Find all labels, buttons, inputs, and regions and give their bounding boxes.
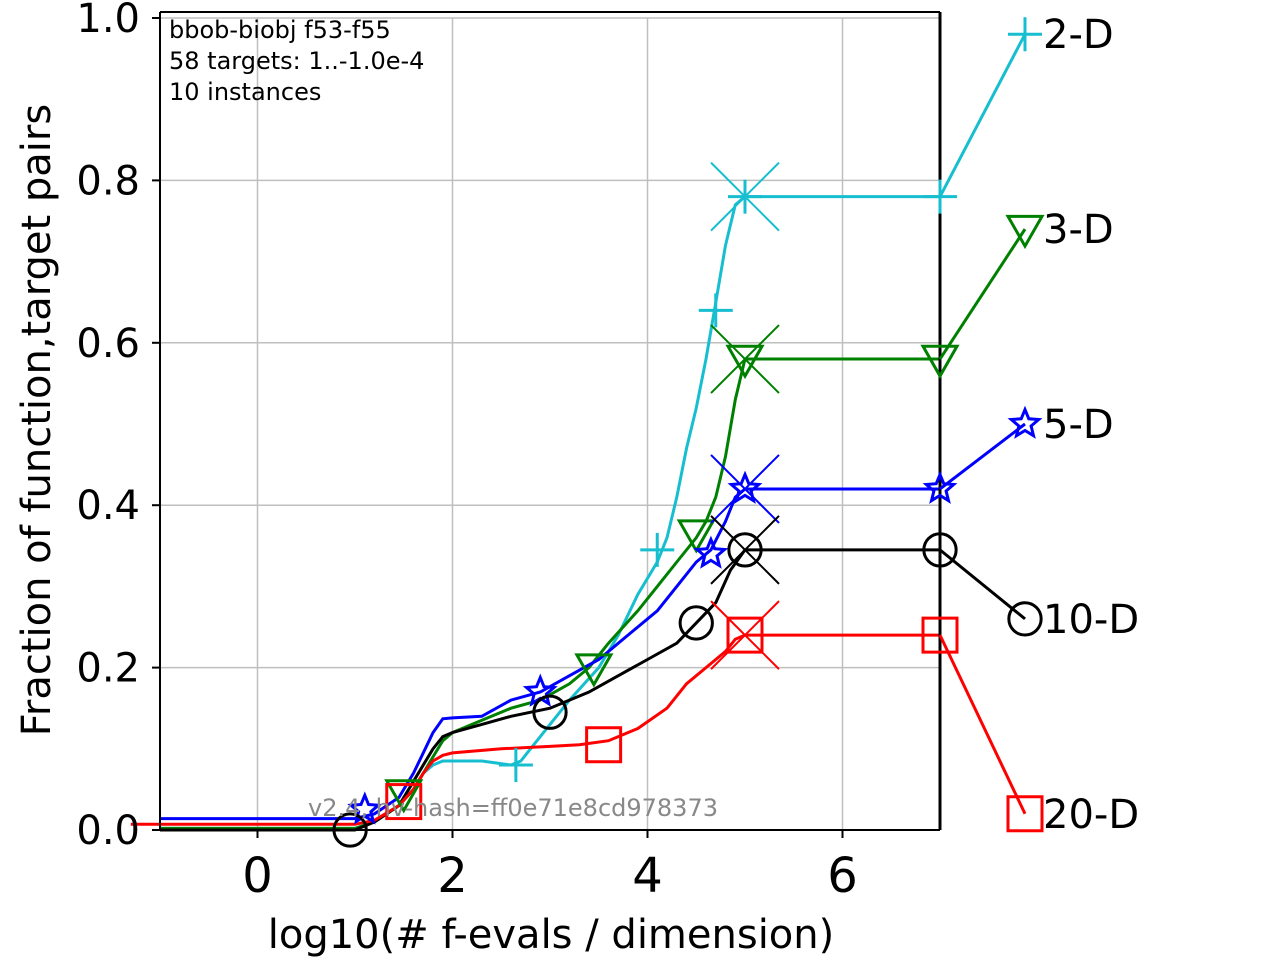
series-marker-10-D	[532, 694, 568, 730]
end-marker-20-D	[1006, 795, 1044, 833]
series-marker-3-D	[676, 519, 716, 554]
series-marker-5-D	[693, 535, 729, 569]
axes	[152, 11, 942, 838]
info-line-2: 58 targets: 1..-1.0e-4	[169, 47, 424, 75]
tick-labels: 0 2 4 6 0.0 0.2 0.4 0.6 0.8 1.0	[76, 0, 857, 904]
series-line-3-D	[160, 357, 940, 830]
end-marker-3-D	[1005, 214, 1045, 250]
series-marker-10-D	[332, 812, 368, 848]
final-marker-2-D	[728, 179, 762, 214]
series-marker-2-D	[498, 748, 533, 783]
end-marker-5-D	[1007, 405, 1043, 439]
series-marker-2-D	[698, 293, 733, 328]
series-marker-5-D	[347, 791, 383, 825]
y-tick-label: 1.0	[76, 0, 140, 42]
y-tick-label: 0.4	[76, 483, 140, 529]
y-tick-label: 0.8	[76, 158, 140, 204]
cross-stroke	[710, 454, 780, 524]
y-axis-label: Fraction of function,target pairs	[14, 104, 60, 736]
x-tick-label: 4	[632, 848, 663, 904]
series-markers	[332, 33, 1027, 848]
cross-stroke	[710, 515, 780, 585]
series-marker-20-D	[585, 726, 623, 764]
final-marker-5-D	[727, 470, 763, 504]
series-marker-2-D	[640, 532, 675, 567]
end-marker-2-D	[1008, 17, 1042, 52]
series-marker-10-D	[678, 605, 714, 641]
series-label-3-D: 3-D	[1043, 207, 1114, 253]
cross-stroke	[710, 600, 780, 670]
series-tail-5-D	[939, 422, 1026, 491]
info-line-3: 10 instances	[169, 78, 321, 106]
x-tick-label: 2	[437, 848, 468, 904]
series-label-2-D: 2-D	[1043, 12, 1114, 58]
budget-marker-5-D	[922, 470, 958, 504]
series-marker-20-D	[385, 783, 423, 821]
y-tick-label: 0.0	[76, 808, 140, 854]
final-marker-20-D	[726, 616, 764, 654]
series-end-labels: 2-D 3-D 5-D 10-D 20-D	[1005, 12, 1139, 838]
series-line-2-D	[160, 195, 940, 830]
info-box: bbob-biobj f53-f55 58 targets: 1..-1.0e-…	[169, 16, 424, 106]
series-marker-3-D	[574, 653, 614, 688]
final-cross-5-D	[710, 454, 780, 524]
series-tail-10-D	[939, 548, 1026, 621]
series-line-5-D	[160, 487, 940, 821]
x-tick-label: 0	[242, 848, 273, 904]
series-tail-20-D	[938, 634, 1027, 815]
y-tick-label: 0.6	[76, 321, 140, 367]
y-tick-label: 0.2	[76, 646, 140, 692]
series-lines	[130, 195, 940, 832]
info-line-1: bbob-biobj f53-f55	[169, 16, 391, 44]
series-label-10-D: 10-D	[1043, 597, 1139, 643]
final-marker-3-D	[725, 344, 765, 380]
end-marker-10-D	[1007, 601, 1043, 637]
series-line-20-D	[130, 633, 940, 826]
final-marker-10-D	[727, 532, 763, 568]
series-tail-2-D	[938, 33, 1027, 198]
final-cross-20-D	[710, 600, 780, 670]
budget-marker-20-D	[921, 616, 959, 654]
x-axis-label: log10(# f-evals / dimension)	[268, 912, 835, 958]
series-marker-3-D	[384, 779, 424, 814]
cross-stroke	[710, 324, 780, 394]
series-label-20-D: 20-D	[1043, 792, 1139, 838]
watermark-text: v2.4, hv-hash=ff0e71e8cd978373	[308, 794, 718, 822]
series-label-5-D: 5-D	[1043, 402, 1114, 448]
series-tail-3-D	[938, 228, 1027, 360]
final-cross-3-D	[710, 324, 780, 394]
final-cross-10-D	[710, 515, 780, 585]
budget-marker-2-D	[923, 179, 957, 214]
budget-marker-3-D	[920, 344, 960, 380]
x-tick-label: 6	[827, 848, 858, 904]
budget-marker-10-D	[922, 532, 958, 568]
